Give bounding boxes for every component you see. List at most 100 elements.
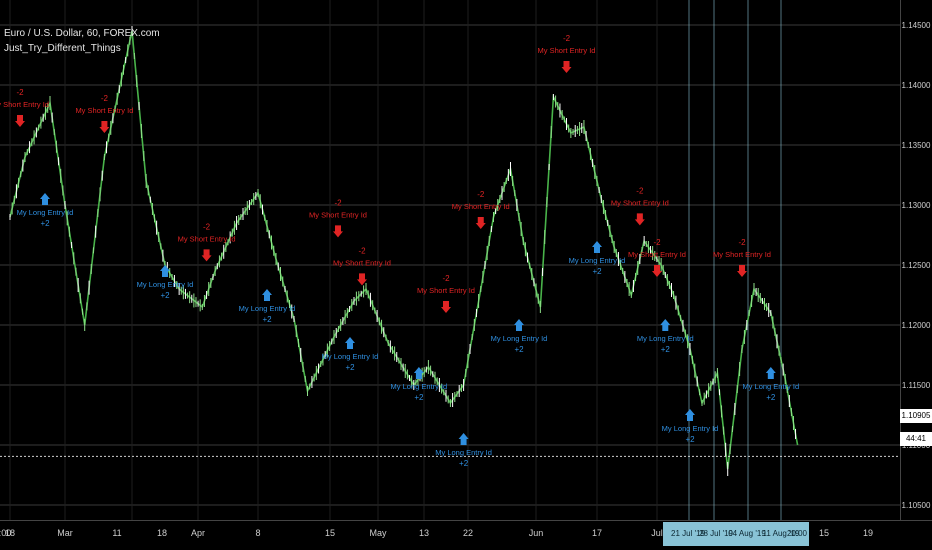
- long-entry-label: My Long Entry Id: [742, 382, 799, 391]
- short-arrow-icon: [441, 301, 451, 313]
- symbol-title: Euro / U.S. Dollar, 60, FOREX.com: [4, 28, 160, 39]
- time-tick-label-highlighted: 20:00: [787, 529, 808, 538]
- short-entry-signal[interactable]: -2 My Short Entry Id: [417, 274, 475, 313]
- short-signals: -2 My Short Entry Id -2 My Short Entry Id -2…: [0, 34, 771, 313]
- long-signals: My Long Entry Id +2 My Long Entry Id +2 My L…: [17, 193, 799, 468]
- price-tick-label: 1.13500: [902, 141, 931, 150]
- short-entry-label: My Short Entry Id: [333, 258, 391, 267]
- short-arrow-icon: [634, 213, 645, 226]
- long-entry-signal[interactable]: My Long Entry Id +2: [435, 433, 492, 468]
- time-tick-label: May: [369, 528, 387, 538]
- short-entry-qty: -2: [101, 94, 109, 103]
- time-tick-label: 8: [255, 528, 260, 538]
- short-entry-label: My Short Entry Id: [611, 198, 669, 207]
- long-arrow-icon: [458, 433, 469, 445]
- short-entry-qty: -2: [334, 198, 342, 207]
- short-entry-signal[interactable]: -2 My Short Entry Id: [628, 238, 686, 277]
- short-entry-signal[interactable]: -2 My Short Entry Id: [309, 198, 367, 238]
- short-arrow-icon: [201, 249, 212, 262]
- long-entry-qty: +2: [592, 267, 602, 276]
- time-tick-label: 17: [592, 528, 602, 538]
- long-entry-label: My Long Entry Id: [17, 208, 74, 217]
- grid-lines: [0, 0, 900, 520]
- time-tick-label: 19: [863, 528, 873, 538]
- time-tick-label: 15: [819, 528, 829, 538]
- price-tick-label: 1.12500: [902, 261, 931, 270]
- short-arrow-icon: [737, 265, 747, 277]
- short-entry-qty: -2: [738, 238, 746, 247]
- long-entry-signal[interactable]: My Long Entry Id +2: [239, 289, 296, 324]
- long-entry-qty: +2: [766, 393, 776, 402]
- short-entry-label: My Short Entry Id: [309, 210, 367, 219]
- short-entry-qty: -2: [442, 274, 450, 283]
- long-entry-label: My Long Entry Id: [435, 448, 492, 457]
- short-arrow-icon: [561, 61, 572, 73]
- long-entry-signal[interactable]: My Long Entry Id +2: [137, 265, 194, 300]
- time-tick-label: Jun: [529, 528, 544, 538]
- short-arrow-icon: [475, 217, 486, 229]
- short-entry-signal[interactable]: -2 My Short Entry Id: [75, 94, 133, 133]
- short-entry-signal[interactable]: -2 My Short Entry Id: [713, 238, 771, 277]
- short-entry-qty: -2: [653, 238, 661, 247]
- long-entry-qty: +2: [661, 345, 671, 354]
- long-entry-signal[interactable]: My Long Entry Id +2: [17, 193, 74, 228]
- long-entry-signal[interactable]: My Long Entry Id +2: [391, 367, 448, 402]
- indicator-name[interactable]: Just_Try_Different_Things: [4, 43, 121, 54]
- short-entry-signal[interactable]: -2 My Short Entry Id: [611, 186, 669, 226]
- long-entry-signal[interactable]: My Long Entry Id +2: [637, 319, 694, 354]
- long-entry-label: My Long Entry Id: [322, 352, 379, 361]
- long-entry-qty: +2: [262, 315, 272, 324]
- price-chart[interactable]: -2 My Short Entry Id -2 My Short Entry Id -2…: [0, 0, 900, 520]
- short-entry-label: My Short Entry Id: [452, 202, 510, 211]
- short-entry-label: My Short Entry Id: [538, 46, 596, 55]
- long-entry-qty: +2: [685, 435, 695, 444]
- price-tick-label: 1.11500: [902, 381, 931, 390]
- countdown-label: 44:41: [900, 432, 932, 446]
- long-entry-qty: +2: [459, 459, 469, 468]
- time-tick-label: 12:00: [0, 528, 11, 538]
- chart-area[interactable]: -2 My Short Entry Id -2 My Short Entry Id -2…: [0, 0, 900, 520]
- long-arrow-icon: [592, 241, 602, 253]
- long-arrow-icon: [40, 193, 50, 205]
- long-entry-label: My Long Entry Id: [391, 382, 448, 391]
- long-entry-qty: +2: [414, 393, 424, 402]
- long-arrow-icon: [514, 319, 524, 331]
- short-arrow-icon: [333, 225, 343, 238]
- time-tick-label: 11: [112, 528, 121, 538]
- short-entry-signal[interactable]: -2 My Short Entry Id: [0, 88, 49, 127]
- long-entry-signal[interactable]: My Long Entry Id +2: [569, 241, 626, 276]
- time-tick-label: Apr: [191, 528, 205, 538]
- time-tick-label: 13: [419, 528, 429, 538]
- time-tick-label-highlighted: 11 Aug '19: [763, 529, 801, 538]
- long-entry-signal[interactable]: My Long Entry Id +2: [662, 409, 719, 444]
- time-tick-label-highlighted: 04 Aug '19: [728, 529, 766, 538]
- short-entry-qty: -2: [358, 246, 366, 255]
- time-tick-label: Jul: [651, 528, 663, 538]
- short-entry-qty: -2: [477, 190, 485, 199]
- long-arrow-icon: [660, 319, 671, 331]
- price-tick-label: 1.10500: [902, 501, 931, 510]
- short-entry-signal[interactable]: -2 My Short Entry Id: [538, 34, 596, 73]
- short-entry-signal[interactable]: -2 My Short Entry Id: [333, 246, 391, 286]
- short-entry-signal[interactable]: -2 My Short Entry Id: [178, 222, 236, 262]
- short-entry-label: My Short Entry Id: [75, 106, 133, 115]
- long-entry-signal[interactable]: My Long Entry Id +2: [742, 367, 799, 402]
- long-entry-qty: +2: [40, 219, 50, 228]
- time-tick-label-highlighted: 21 Jul '19: [671, 529, 706, 538]
- long-entry-label: My Long Entry Id: [662, 424, 719, 433]
- long-entry-signal[interactable]: My Long Entry Id +2: [491, 319, 548, 354]
- time-tick-label: 22: [463, 528, 473, 538]
- short-entry-label: My Short Entry Id: [628, 250, 686, 259]
- long-arrow-icon: [413, 367, 424, 379]
- long-arrow-icon: [160, 265, 170, 277]
- long-entry-label: My Long Entry Id: [137, 280, 194, 289]
- long-entry-signal[interactable]: My Long Entry Id +2: [322, 337, 379, 372]
- price-tick-label: 1.14500: [902, 21, 931, 30]
- candles: [9, 26, 797, 476]
- short-arrow-icon: [652, 265, 662, 277]
- short-entry-signal[interactable]: -2 My Short Entry Id: [452, 190, 510, 229]
- time-scale[interactable]: 18 Mar 11 18 Apr 8 15 May 13 22 Jun 17 Jul 15 19 12:00 2…: [0, 520, 932, 550]
- time-tick-label: 18: [157, 528, 167, 538]
- long-entry-label: My Long Entry Id: [637, 334, 694, 343]
- long-arrow-icon: [262, 289, 272, 301]
